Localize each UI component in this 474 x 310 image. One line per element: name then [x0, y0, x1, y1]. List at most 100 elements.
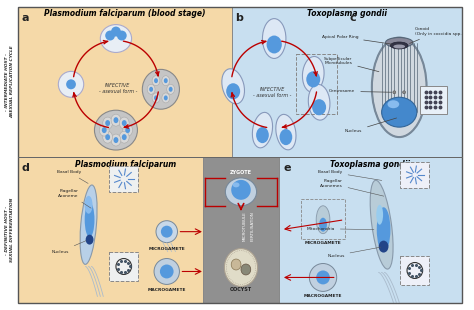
Ellipse shape	[382, 97, 417, 127]
Ellipse shape	[241, 264, 251, 275]
Ellipse shape	[164, 95, 168, 100]
Ellipse shape	[233, 182, 239, 187]
Ellipse shape	[316, 271, 330, 284]
Text: b: b	[235, 13, 243, 23]
Text: - DEFINITIVE HOST -
SEXUAL DIFFERENTIATION: - DEFINITIVE HOST - SEXUAL DIFFERENTIATI…	[5, 198, 14, 262]
Ellipse shape	[149, 87, 153, 92]
Ellipse shape	[100, 24, 132, 52]
Text: MICROTUBULE: MICROTUBULE	[243, 211, 247, 241]
Text: Nucleus: Nucleus	[327, 247, 381, 258]
Bar	[18, 157, 203, 303]
Ellipse shape	[125, 127, 130, 133]
Ellipse shape	[393, 91, 396, 94]
Bar	[18, 7, 232, 157]
Ellipse shape	[266, 36, 282, 53]
Text: Nucleus: Nucleus	[52, 241, 86, 254]
Text: Plasmodium falciparum: Plasmodium falciparum	[74, 161, 176, 170]
Text: MACROGAMETE: MACROGAMETE	[304, 294, 342, 298]
Ellipse shape	[387, 100, 399, 108]
Ellipse shape	[85, 196, 92, 214]
Text: a: a	[21, 13, 29, 23]
Ellipse shape	[147, 84, 155, 94]
Ellipse shape	[316, 206, 330, 234]
Ellipse shape	[372, 38, 427, 137]
Text: e: e	[284, 163, 292, 173]
Text: INFECTIVE
- asexual form -: INFECTIVE - asexual form -	[99, 83, 137, 94]
Text: Basal Body: Basal Body	[56, 170, 88, 184]
Text: MICROGAMETE: MICROGAMETE	[305, 241, 341, 245]
Text: MACROGAMETE: MACROGAMETE	[147, 288, 186, 292]
Ellipse shape	[393, 45, 405, 48]
Ellipse shape	[119, 131, 129, 143]
Ellipse shape	[370, 180, 393, 269]
Ellipse shape	[231, 180, 251, 200]
Ellipse shape	[102, 127, 107, 133]
Text: Flagellar
Axonemes: Flagellar Axonemes	[320, 179, 384, 196]
Ellipse shape	[226, 83, 240, 99]
Ellipse shape	[319, 218, 327, 232]
Ellipse shape	[377, 207, 391, 252]
Ellipse shape	[119, 117, 129, 129]
FancyBboxPatch shape	[400, 162, 429, 188]
Text: Basal Body: Basal Body	[319, 170, 382, 180]
Ellipse shape	[111, 27, 121, 37]
Ellipse shape	[66, 79, 76, 89]
Ellipse shape	[86, 235, 93, 245]
Text: Toxoplasma gondii: Toxoplasma gondii	[330, 161, 410, 170]
Ellipse shape	[385, 38, 413, 47]
Ellipse shape	[310, 264, 337, 291]
Ellipse shape	[306, 71, 320, 87]
Text: Plasmodium falciparum (blood stage): Plasmodium falciparum (blood stage)	[45, 9, 206, 18]
Ellipse shape	[154, 95, 158, 100]
Text: INFECTIVE
- asexual form -: INFECTIVE - asexual form -	[253, 87, 292, 98]
Text: MICROGAMETE: MICROGAMETE	[148, 246, 185, 250]
FancyBboxPatch shape	[419, 86, 447, 114]
Ellipse shape	[103, 131, 112, 143]
Text: ZYGOTE: ZYGOTE	[230, 170, 252, 175]
Ellipse shape	[117, 31, 127, 41]
Ellipse shape	[162, 76, 170, 86]
Text: Mitochondria: Mitochondria	[306, 227, 374, 231]
Ellipse shape	[162, 93, 170, 103]
Ellipse shape	[256, 127, 269, 143]
Bar	[232, 7, 462, 157]
Ellipse shape	[379, 241, 389, 253]
Text: c: c	[349, 13, 356, 23]
Text: FERTILISATION: FERTILISATION	[251, 211, 255, 241]
Ellipse shape	[312, 99, 326, 115]
Ellipse shape	[111, 134, 121, 146]
Ellipse shape	[100, 124, 109, 136]
Ellipse shape	[152, 76, 160, 86]
Text: d: d	[21, 163, 29, 173]
Text: OOCYST: OOCYST	[230, 287, 252, 292]
Text: Apical Polar Ring: Apical Polar Ring	[321, 34, 392, 44]
Text: Conoid
(Only in coccidia spp.): Conoid (Only in coccidia spp.)	[410, 27, 463, 43]
Ellipse shape	[142, 69, 180, 109]
Bar	[279, 157, 462, 303]
Ellipse shape	[156, 221, 177, 243]
Ellipse shape	[105, 120, 110, 126]
Ellipse shape	[308, 84, 330, 120]
Ellipse shape	[169, 87, 173, 92]
Text: Toxoplasma gondii: Toxoplasma gondii	[307, 9, 387, 18]
Ellipse shape	[161, 226, 173, 238]
Ellipse shape	[167, 84, 174, 94]
Ellipse shape	[80, 185, 97, 264]
Ellipse shape	[113, 117, 118, 123]
Ellipse shape	[154, 259, 180, 284]
Ellipse shape	[103, 117, 112, 129]
Ellipse shape	[122, 120, 127, 126]
Text: Flagellar
Axoneme: Flagellar Axoneme	[58, 189, 91, 208]
Ellipse shape	[152, 93, 160, 103]
Ellipse shape	[224, 249, 257, 286]
Ellipse shape	[402, 91, 406, 94]
Ellipse shape	[263, 19, 286, 58]
Ellipse shape	[225, 178, 256, 206]
Ellipse shape	[231, 259, 241, 270]
Ellipse shape	[222, 69, 245, 104]
FancyBboxPatch shape	[109, 166, 138, 192]
Ellipse shape	[123, 124, 133, 136]
Bar	[203, 157, 279, 303]
Ellipse shape	[391, 42, 408, 49]
Ellipse shape	[280, 129, 292, 145]
